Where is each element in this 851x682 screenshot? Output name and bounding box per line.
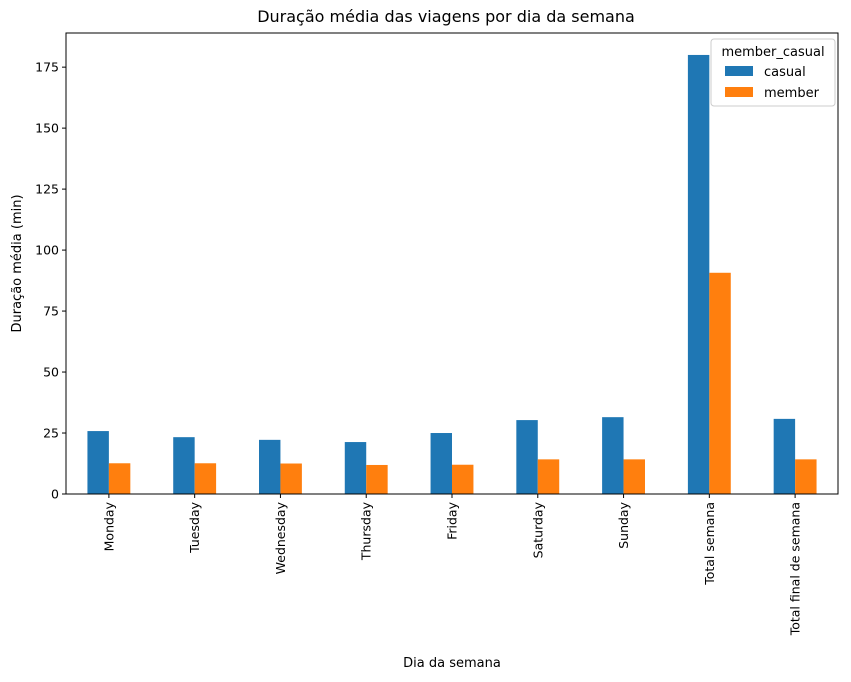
bar-casual-8 bbox=[773, 418, 796, 494]
y-tick-label-1: 25 bbox=[43, 426, 59, 441]
x-tick-label-7: Total semana bbox=[702, 502, 717, 586]
x-tick-label-3: Thursday bbox=[359, 501, 374, 561]
y-tick-label-4: 100 bbox=[35, 243, 59, 258]
x-tick-label-5: Saturday bbox=[530, 501, 545, 558]
bar-casual-3 bbox=[344, 442, 367, 494]
legend: member_casual casual member bbox=[710, 38, 836, 107]
bar-casual-2 bbox=[259, 439, 281, 494]
x-tick-label-8: Total final de semana bbox=[788, 502, 803, 636]
x-tick-label-6: Sunday bbox=[616, 501, 631, 548]
legend-swatch-member bbox=[725, 87, 753, 97]
bar-member-0 bbox=[108, 463, 131, 494]
x-axis-label: Dia da semana bbox=[403, 656, 501, 671]
bar-casual-1 bbox=[173, 437, 195, 494]
chart-title: Duração média das viagens por dia da sem… bbox=[257, 7, 635, 26]
x-tick-label-1: Tuesday bbox=[187, 501, 202, 553]
axes: 0 25 50 75 100 125 150 175 Monday Tuesday Wednesda… bbox=[35, 32, 839, 636]
bar-member-4 bbox=[452, 464, 474, 494]
bar-casual-5 bbox=[516, 420, 538, 494]
bar-member-1 bbox=[194, 463, 217, 494]
bar-member-5 bbox=[537, 459, 560, 494]
bar-member-7 bbox=[709, 272, 731, 494]
bar-member-6 bbox=[623, 459, 645, 494]
y-tick-label-6: 150 bbox=[35, 121, 59, 136]
bar-member-3 bbox=[366, 464, 388, 494]
x-tick-label-4: Friday bbox=[445, 501, 460, 539]
y-tick-label-5: 125 bbox=[35, 182, 59, 197]
x-tick-label-2: Wednesday bbox=[273, 501, 288, 574]
legend-label-member: member bbox=[764, 86, 820, 101]
y-tick-label-2: 50 bbox=[43, 365, 59, 380]
plot-area bbox=[87, 54, 817, 494]
legend-title: member_casual bbox=[721, 45, 824, 60]
legend-label-casual: casual bbox=[764, 65, 806, 80]
bar-casual-4 bbox=[430, 433, 452, 494]
bar-casual-6 bbox=[602, 417, 624, 494]
bar-member-2 bbox=[280, 463, 302, 494]
bar-member-8 bbox=[795, 459, 817, 494]
bar-casual-7 bbox=[687, 54, 710, 494]
y-tick-label-0: 0 bbox=[51, 487, 59, 502]
y-tick-label-7: 175 bbox=[35, 60, 59, 75]
x-tick-label-0: Monday bbox=[101, 501, 116, 551]
y-tick-label-3: 75 bbox=[43, 304, 59, 319]
y-axis-label: Duração média (min) bbox=[10, 194, 25, 332]
bar-casual-0 bbox=[87, 431, 109, 494]
legend-swatch-casual bbox=[725, 66, 753, 76]
